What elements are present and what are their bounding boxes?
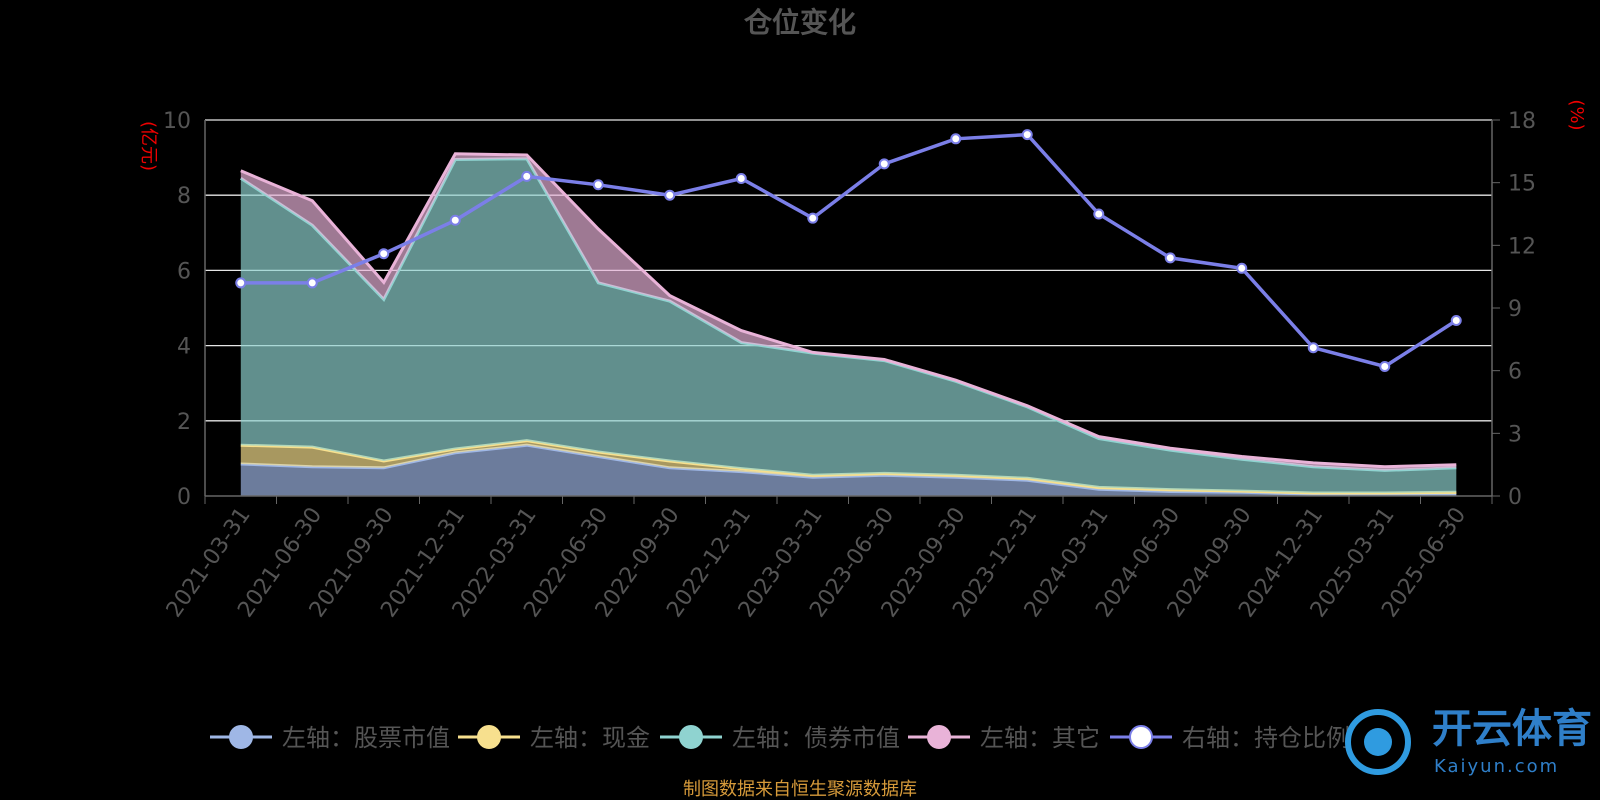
- watermark-brand: 开云体育: [1432, 706, 1592, 752]
- legend-label-stock: 左轴：股票市值: [282, 724, 450, 752]
- right-tick-label: 12: [1508, 234, 1536, 259]
- legend-marker-stock: [229, 725, 253, 749]
- legend: 左轴：股票市值 左轴：现金 左轴：债券市值 左轴：其它 右轴：持仓比例: [210, 724, 1350, 752]
- left-tick-label: 0: [177, 485, 191, 510]
- right-tick-label: 18: [1508, 109, 1536, 134]
- right-tick-label: 9: [1508, 297, 1522, 322]
- ratio-point: [521, 170, 533, 182]
- legend-marker-ratio: [1129, 725, 1153, 749]
- chart-title: 仓位变化: [744, 6, 856, 39]
- ratio-point: [1379, 360, 1391, 372]
- ratio-line: [240, 132, 1458, 369]
- area-stock: [240, 445, 1457, 496]
- right-tick-label: 6: [1508, 360, 1522, 385]
- left-tick-label: 2: [177, 410, 191, 435]
- ratio-point: [1450, 315, 1462, 327]
- legend-label-other: 左轴：其它: [980, 724, 1100, 752]
- left-tick-label: 10: [163, 109, 191, 134]
- ratio-point: [592, 179, 604, 191]
- legend-marker-bond: [679, 725, 703, 749]
- ratio-point: [306, 277, 318, 289]
- left-axis-unit: (亿元): [138, 121, 159, 171]
- ball-icon: [1345, 709, 1411, 775]
- left-tick-label: 6: [177, 259, 191, 284]
- right-axis-unit: (%): [1566, 99, 1587, 130]
- ratio-point: [1236, 262, 1248, 274]
- area-edge-other: [240, 152, 1457, 469]
- ratio-point: [449, 214, 461, 226]
- stacked-areas: [239, 152, 1457, 496]
- ball-center-icon: [1364, 728, 1392, 756]
- ratio-point: [235, 277, 247, 289]
- right-tick-label: 15: [1508, 172, 1536, 197]
- ratio-point: [1093, 208, 1105, 220]
- legend-label-bond: 左轴：债券市值: [732, 724, 900, 752]
- left-tick-label: 8: [177, 184, 191, 209]
- watermark-logo: 开云体育 Kaiyun.com: [1345, 706, 1592, 777]
- right-tick-label: 3: [1508, 422, 1522, 447]
- ratio-point: [807, 212, 819, 224]
- legend-label-cash: 左轴：现金: [530, 724, 650, 752]
- ratio-point: [878, 158, 890, 170]
- ratio-point: [1164, 252, 1176, 264]
- ratio-line-layer: [235, 129, 1462, 372]
- area-bond: [240, 158, 1457, 493]
- ratio-point: [735, 172, 747, 184]
- legend-marker-cash: [477, 725, 501, 749]
- ratio-point: [1307, 342, 1319, 354]
- watermark-domain: Kaiyun.com: [1434, 756, 1559, 777]
- legend-label-ratio: 右轴：持仓比例: [1182, 724, 1350, 752]
- left-tick-label: 4: [177, 335, 191, 360]
- ratio-point: [950, 133, 962, 145]
- ratio-point: [664, 189, 676, 201]
- ratio-point: [378, 248, 390, 260]
- data-source-note: 制图数据来自恒生聚源数据库: [683, 779, 917, 800]
- legend-marker-other: [927, 725, 951, 749]
- ratio-point: [1021, 129, 1033, 141]
- right-tick-label: 0: [1508, 485, 1522, 510]
